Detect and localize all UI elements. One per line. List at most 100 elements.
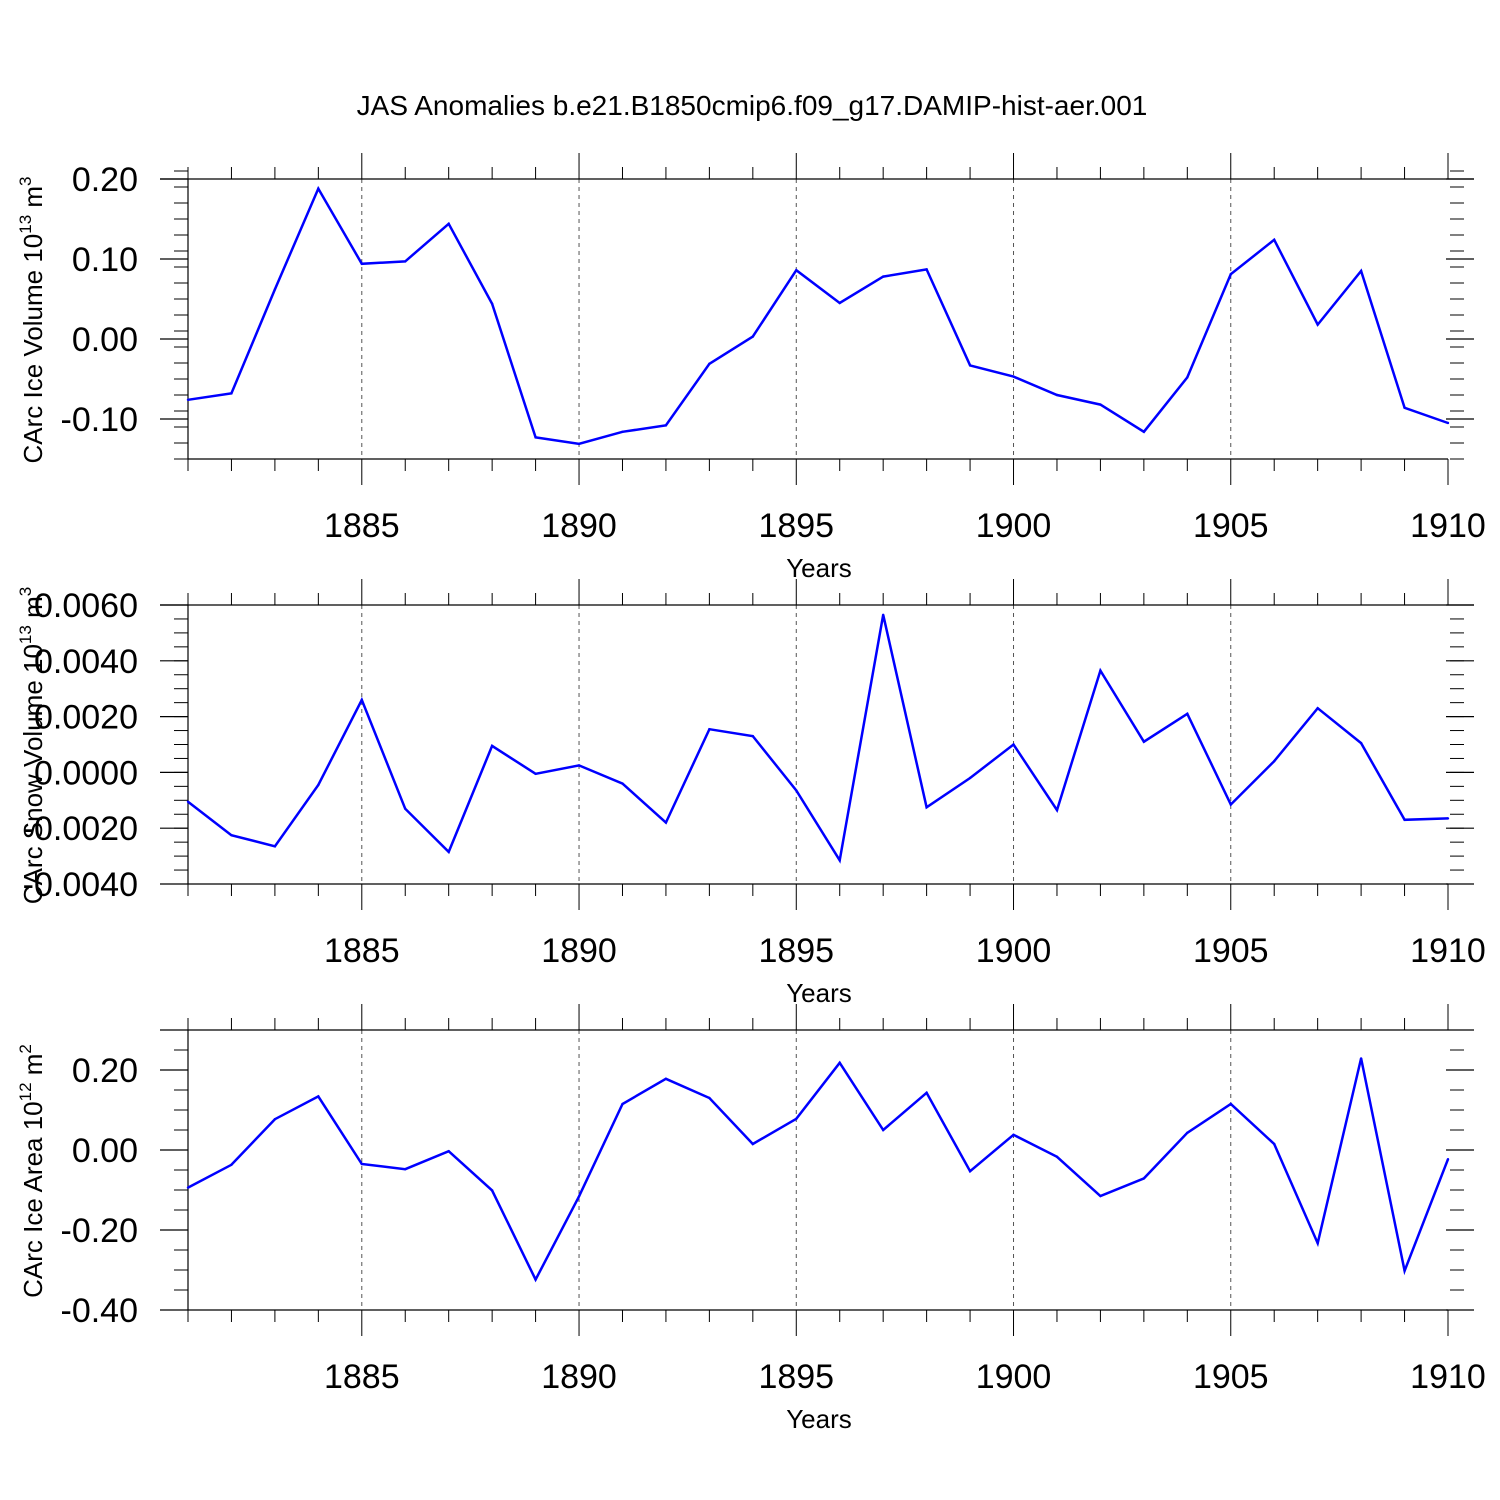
data-point: [1099, 403, 1102, 406]
data-point: [360, 262, 363, 265]
data-point: [273, 845, 277, 848]
y-tick-label: 0.0000: [34, 754, 138, 792]
x-tick-label: 1895: [758, 507, 834, 545]
y-axis-label: CArc Ice Area 1012 m2: [16, 1044, 48, 1298]
data-point: [534, 1278, 537, 1281]
x-tick-label: 1905: [1193, 507, 1269, 545]
y-axis-label: CArc Ice Volume 1013 m3: [16, 176, 48, 463]
y-axis-label-exponent: 13: [16, 625, 35, 644]
data-point: [925, 1091, 928, 1095]
data-point: [490, 1189, 494, 1192]
data-point: [186, 398, 190, 401]
x-axis-label: Years: [786, 1404, 852, 1434]
data-point: [1012, 1133, 1015, 1137]
data-point: [795, 269, 798, 272]
y-tick-label: 0.00: [72, 321, 138, 359]
chart-panel-3: 0.20 0.00 -0.20 -0.40 1885 1890 1895 1900 1905 19…: [16, 1004, 1486, 1434]
y-tick-label: -0.0020: [23, 810, 138, 848]
data-point: [1359, 269, 1363, 273]
y-axis-label-unit-exponent: 2: [16, 1044, 35, 1053]
data-point: [360, 698, 363, 702]
data-point: [577, 764, 581, 767]
y-axis-label-exponent: 12: [16, 1082, 35, 1101]
data-point: [1229, 803, 1232, 806]
data-point: [838, 859, 841, 862]
y-axis-label-unit: m: [18, 186, 48, 215]
data-point: [1012, 375, 1015, 378]
data-point: [795, 789, 798, 792]
data-point: [838, 1061, 841, 1065]
chart-panel-1: 0.20 0.10 0.00 -0.10 1885 1890 1895 1900 1905 191…: [16, 153, 1486, 583]
data-point: [1359, 741, 1363, 745]
chart-title: JAS Anomalies b.e21.B1850cmip6.f09_g17.D…: [357, 90, 1148, 121]
data-point: [1142, 430, 1146, 433]
data-point: [621, 430, 624, 433]
data-point: [881, 275, 885, 278]
y-axis-label-text: CArc Snow Volume 10: [18, 644, 48, 904]
chart-panel-2: 0.0060 0.0040 0.0020 0.0000 -0.0020 -0.0040 18…: [16, 579, 1486, 1008]
y-tick-label: 0.20: [72, 161, 138, 199]
data-point: [360, 1162, 363, 1166]
x-tick-label: 1890: [541, 1358, 617, 1396]
data-point: [1446, 421, 1450, 425]
y-tick-label: 0.0040: [34, 643, 138, 681]
data-point: [1446, 1158, 1450, 1161]
y-tick-label: -0.10: [61, 401, 139, 439]
data-point: [317, 1095, 320, 1098]
y-tick-label: 0.0060: [34, 587, 138, 625]
data-point: [1403, 406, 1406, 409]
data-point: [577, 442, 581, 445]
x-axis-label: Years: [786, 978, 852, 1008]
y-tick-label: 0.20: [72, 1052, 138, 1090]
data-point: [230, 392, 233, 395]
data-point: [404, 1168, 407, 1171]
data-point: [1142, 740, 1146, 743]
y-tick-label: -0.40: [61, 1292, 139, 1330]
data-point: [751, 335, 755, 338]
data-point: [186, 800, 190, 803]
data-point: [1012, 743, 1015, 746]
data-point: [795, 1117, 798, 1121]
data-point: [968, 776, 972, 780]
data-point: [1055, 808, 1059, 812]
data-point: [490, 302, 494, 305]
data-point: [230, 833, 233, 837]
x-tick-label: 1905: [1193, 1358, 1269, 1396]
y-axis-label-unit-exponent: 3: [16, 587, 35, 596]
data-point: [1142, 1177, 1146, 1180]
data-point: [317, 783, 320, 787]
data-point: [490, 744, 494, 748]
data-point: [1316, 1242, 1319, 1245]
data-point: [1446, 817, 1450, 820]
data-point: [925, 268, 928, 271]
data-point: [1316, 323, 1319, 326]
y-axis-label-unit: m: [18, 1054, 48, 1083]
data-point: [1273, 1142, 1276, 1146]
data-point: [447, 850, 450, 854]
data-point: [881, 1128, 885, 1132]
y-axis-label-text: CArc Ice Volume 10: [18, 234, 48, 464]
data-point: [1403, 818, 1406, 822]
data-point: [708, 362, 711, 365]
data-point: [968, 364, 972, 367]
x-tick-label: 1900: [976, 1358, 1052, 1396]
y-tick-label: 0.00: [72, 1132, 138, 1170]
data-point: [1055, 1155, 1059, 1159]
data-point: [273, 1118, 277, 1121]
data-point: [968, 1170, 972, 1173]
data-point: [664, 1077, 668, 1081]
data-point: [708, 727, 711, 731]
series-line: [187, 614, 1449, 864]
data-point: [1273, 760, 1276, 763]
x-tick-label: 1910: [1410, 1358, 1486, 1396]
data-point: [708, 1096, 711, 1100]
x-tick-label: 1910: [1410, 932, 1486, 970]
y-tick-label: 0.10: [72, 241, 138, 279]
y-tick-label: 0.0020: [34, 699, 138, 737]
data-point: [621, 782, 624, 785]
data-point: [1055, 393, 1059, 397]
x-tick-label: 1895: [758, 1358, 834, 1396]
series-line: [187, 1058, 1450, 1283]
x-tick-label: 1910: [1410, 507, 1486, 545]
y-axis-label-exponent: 13: [16, 215, 35, 234]
